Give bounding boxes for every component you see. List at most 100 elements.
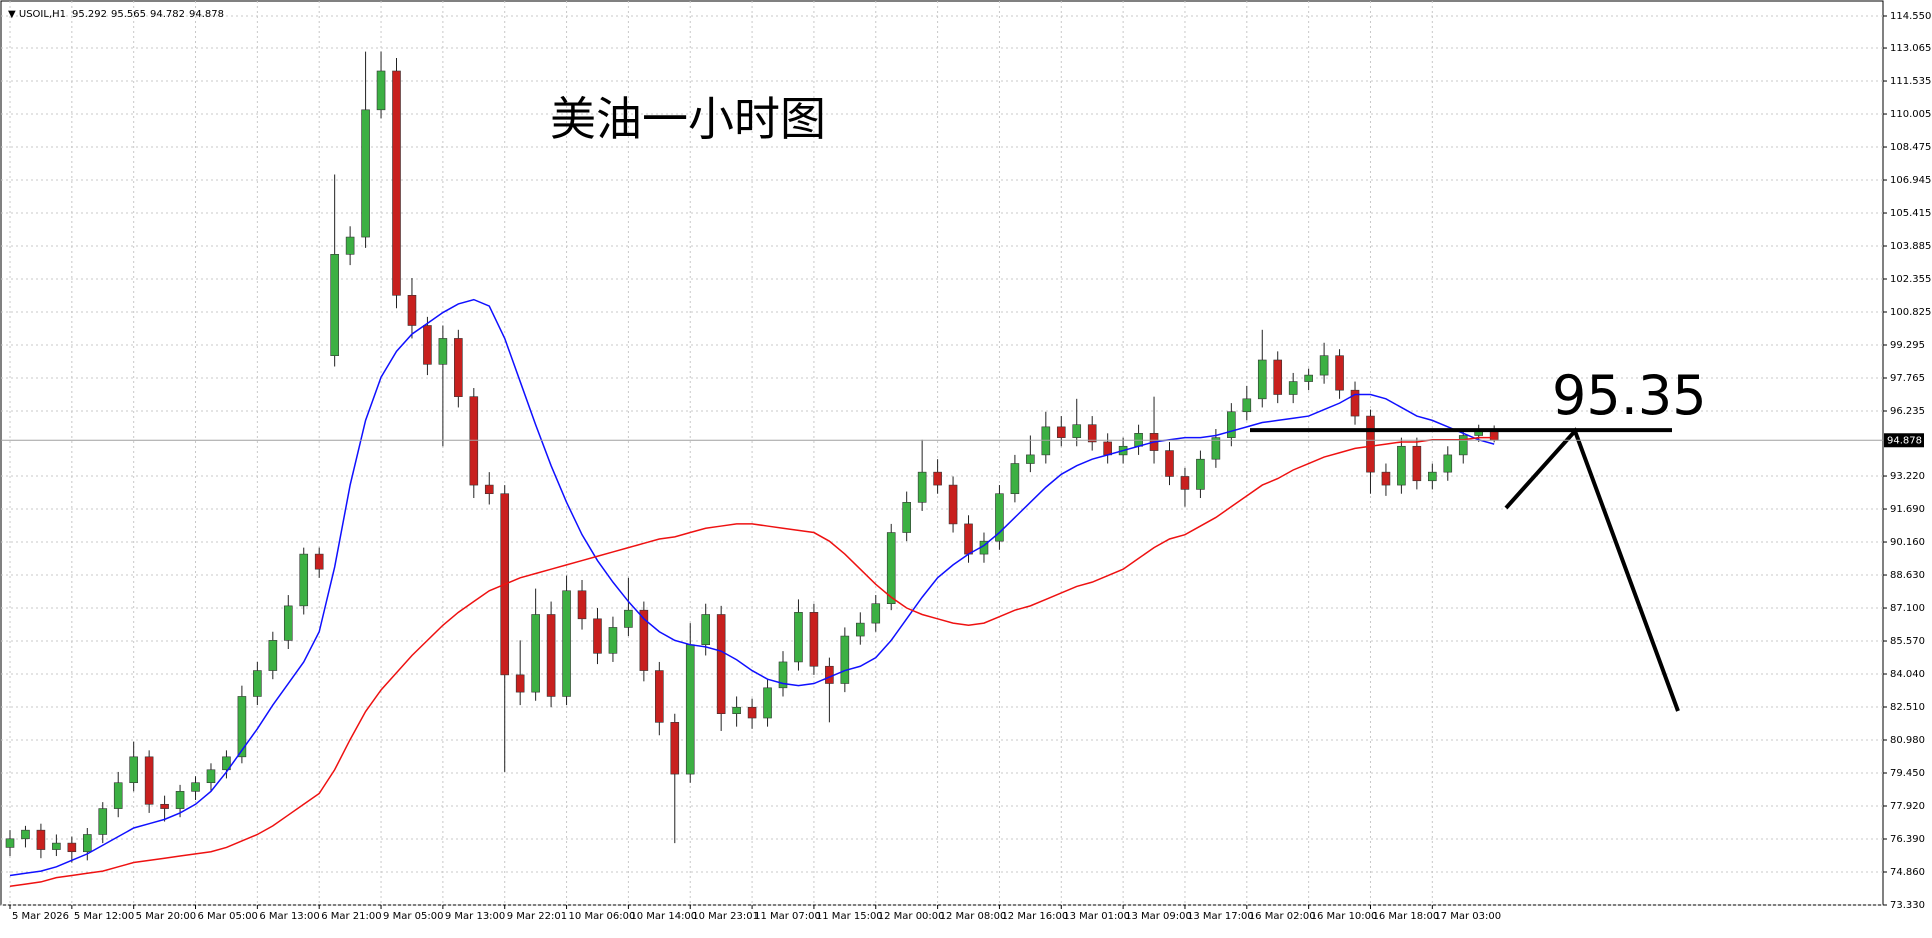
candle-body [469, 396, 479, 486]
candle-body [52, 842, 61, 850]
candle-body [1366, 415, 1375, 473]
x-tick-label: 12 Mar 00:00 [878, 911, 945, 922]
candle-body [608, 627, 618, 654]
header-arrow: ▼ [8, 9, 19, 20]
candle-body [1257, 359, 1267, 400]
y-tick-label: 103.885 [1890, 241, 1931, 252]
candle-body [670, 722, 680, 775]
candle-body [268, 640, 278, 671]
candle-body [191, 782, 200, 792]
candle-body [577, 590, 587, 620]
x-tick-label: 6 Mar 05:00 [198, 911, 258, 922]
x-tick-label: 5 Mar 12:00 [74, 911, 134, 922]
candle-body [454, 338, 463, 397]
y-tick-label: 96.235 [1890, 406, 1925, 417]
header: ▼ USOIL,H1 95.292 95.565 94.782 94.878 [8, 9, 224, 20]
candle-body [639, 609, 649, 671]
y-tick-label: 85.570 [1890, 636, 1925, 647]
candle-body [948, 484, 958, 525]
x-tick-label: 9 Mar 05:00 [383, 911, 443, 922]
chart-title: 美油一小时图 [550, 92, 826, 146]
y-tick-label: 82.510 [1890, 702, 1925, 713]
level-label: 95.35 [1552, 364, 1707, 427]
candle-body [1180, 476, 1190, 490]
candle-body [964, 523, 973, 555]
candle-body [685, 644, 695, 775]
y-tick-label: 90.160 [1890, 537, 1925, 548]
candle-body [1458, 435, 1468, 456]
x-tick-label: 6 Mar 21:00 [321, 911, 381, 922]
candle-body [175, 791, 185, 809]
y-tick-label: 110.005 [1890, 109, 1931, 120]
candle-body [36, 829, 46, 850]
candle-body [1304, 374, 1313, 382]
candle-body [1335, 355, 1344, 391]
candle-body [299, 553, 309, 607]
marks [5, 51, 1499, 887]
y-tick-label: 111.535 [1890, 76, 1931, 87]
candle-body [361, 109, 370, 238]
candle-body [655, 670, 664, 723]
y-tick-label: 102.355 [1890, 274, 1931, 285]
candle-body [1273, 359, 1283, 395]
candle-body [160, 803, 169, 809]
candle-body [732, 706, 741, 714]
candle-body [5, 838, 15, 848]
candle-body [392, 70, 401, 296]
candle-body [1443, 454, 1453, 473]
candle-body [345, 236, 355, 255]
candle-body [531, 614, 540, 693]
x-tick-label: 11 Mar 15:00 [816, 911, 883, 922]
candle-body [1412, 445, 1422, 482]
y-tick-label: 91.690 [1890, 504, 1925, 515]
y-tick-label: 77.920 [1890, 801, 1925, 812]
x-tick-label: 12 Mar 08:00 [940, 911, 1007, 922]
candle-body [840, 635, 850, 684]
candle-body [314, 553, 324, 570]
y-tick-label: 80.980 [1890, 735, 1925, 746]
candle-body [1227, 411, 1236, 438]
candle-body [83, 834, 92, 853]
candle-body [778, 661, 788, 689]
candle-body [1041, 426, 1051, 456]
candle-body [1026, 454, 1035, 464]
candle-body [716, 614, 726, 714]
candle-body [1397, 445, 1406, 486]
candle-body [1196, 458, 1205, 490]
candle-body [546, 614, 556, 697]
candle-body [113, 782, 123, 809]
x-tick-label: 5 Mar 2026 [12, 911, 69, 922]
candle-body [423, 325, 432, 365]
x-tick-label: 16 Mar 02:00 [1249, 911, 1316, 922]
candle-body [253, 670, 262, 697]
moving-average [9, 436, 1495, 887]
y-tick-label: 93.220 [1890, 471, 1925, 482]
candle-body [593, 618, 602, 654]
candle-body [1056, 426, 1066, 438]
candle-body [67, 842, 77, 853]
candle-body [1211, 437, 1221, 460]
y-tick-label: 84.040 [1890, 669, 1925, 680]
x-tick-label: 6 Mar 13:00 [259, 911, 319, 922]
candle-body [1319, 355, 1329, 376]
candle-body [1288, 381, 1298, 395]
y-tick-label: 108.475 [1890, 142, 1931, 153]
header-low: 94.782 [150, 9, 185, 20]
candle-body [871, 603, 881, 624]
x-tick-label: 13 Mar 09:00 [1125, 911, 1192, 922]
candle-body [98, 808, 108, 835]
candle-body [1087, 424, 1097, 443]
candle-body [902, 502, 911, 533]
x-tick-label: 9 Mar 22:01 [507, 911, 567, 922]
x-tick-label: 10 Mar 14:00 [630, 911, 697, 922]
candle-body [1010, 463, 1020, 495]
x-tick-label: 5 Mar 20:00 [136, 911, 196, 922]
header-close: 94.878 [189, 9, 224, 20]
x-tick-label: 9 Mar 13:00 [445, 911, 505, 922]
y-tick-label: 88.630 [1890, 570, 1925, 581]
x-tick-label: 10 Mar 23:01 [692, 911, 759, 922]
candle-body [237, 696, 247, 758]
candle-body [701, 614, 711, 645]
y-tick-label: 74.860 [1890, 867, 1925, 878]
